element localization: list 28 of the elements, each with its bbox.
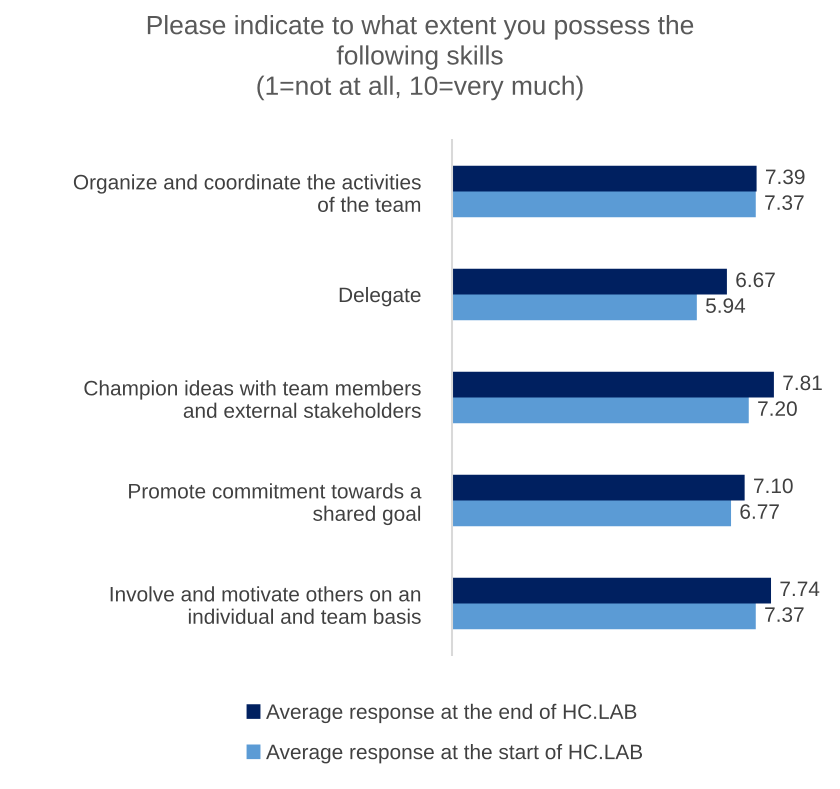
data-label: 7.74	[780, 582, 820, 596]
bar	[452, 166, 757, 192]
data-label: 7.39	[766, 169, 804, 184]
data-label: 7.37	[765, 195, 804, 210]
bar	[452, 294, 697, 320]
legend-label: Average response at the end of HC.LAB	[266, 704, 636, 724]
data-label: 7.37	[765, 607, 804, 622]
bar	[452, 500, 732, 526]
data-label: 7.81	[783, 375, 822, 390]
bar	[452, 474, 745, 500]
bar	[452, 578, 772, 604]
y-tick-label: Champion ideas with team members and external stakeholders	[84, 380, 421, 418]
data-label: 5.94	[706, 298, 746, 313]
bar	[452, 372, 774, 398]
data-label: 7.20	[758, 401, 797, 416]
data-label: 6.67	[736, 272, 775, 288]
y-tick-label: Organize and coordinate the activities of the team	[74, 174, 421, 212]
data-label: 6.77	[740, 504, 779, 519]
bar	[452, 268, 727, 294]
bar	[452, 604, 756, 630]
y-tick-label: Promote commitment towards a shared goal	[129, 483, 422, 526]
chart-title: Please indicate to what extent you possess the following skills (1=not at all, 10=very much)	[148, 15, 694, 100]
y-tick-label: Involve and motivate others on an individual and team basis	[110, 586, 421, 624]
bar	[452, 398, 749, 424]
y-tick-label: Delegate	[340, 286, 421, 306]
bar	[452, 192, 756, 218]
legend-label: Average response at the start of HC.LAB	[266, 744, 642, 764]
data-label: 7.10	[754, 478, 793, 494]
